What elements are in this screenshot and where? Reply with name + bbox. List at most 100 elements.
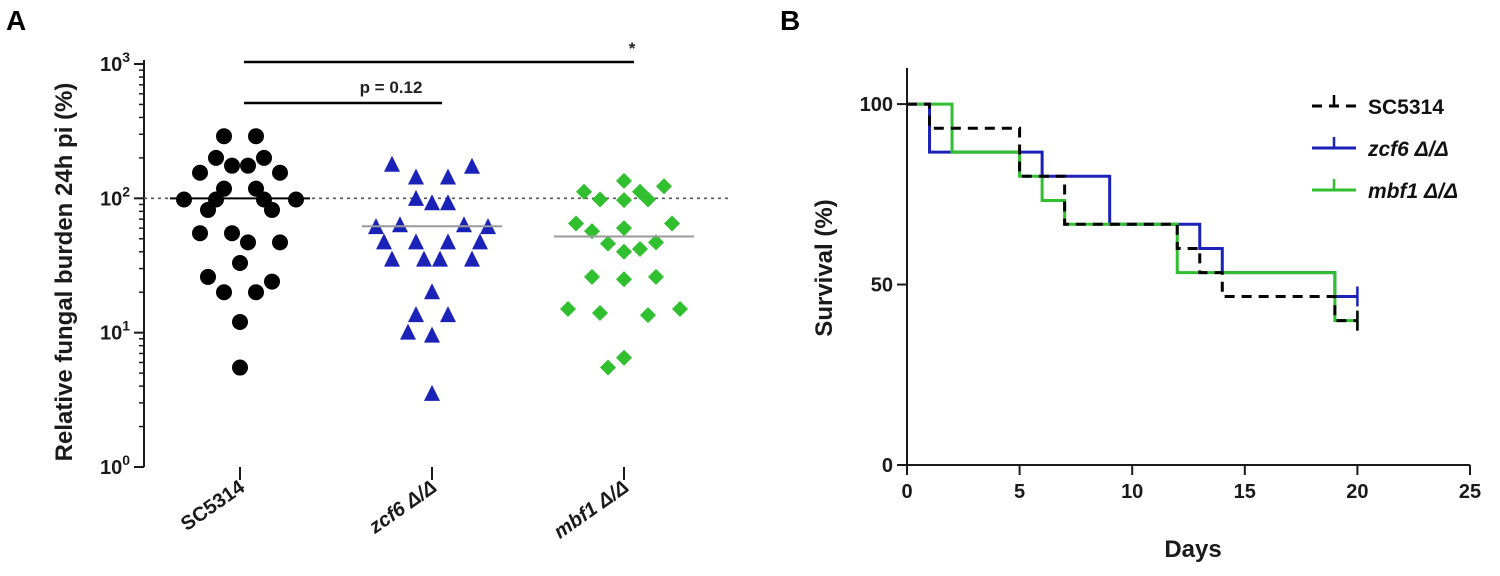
- y-axis-title: Survival (%): [811, 199, 838, 336]
- data-point-triangle: [440, 194, 456, 211]
- data-point-circle: [248, 128, 264, 145]
- data-point-diamond: [584, 268, 600, 285]
- data-point-diamond: [656, 178, 672, 195]
- data-point-circle: [272, 234, 288, 251]
- data-point-triangle: [424, 384, 440, 401]
- legend-label: zcf6 Δ/Δ: [1367, 138, 1449, 161]
- significance-label: *: [629, 39, 636, 58]
- data-point-circle: [232, 359, 248, 376]
- data-point-diamond: [616, 220, 632, 237]
- x-axis-title: Days: [1164, 536, 1221, 563]
- data-point-circle: [224, 225, 240, 242]
- y-tick-label: 101: [100, 318, 130, 345]
- x-category-label: mbf1 Δ/Δ: [550, 476, 633, 543]
- data-point-circle: [208, 149, 224, 166]
- data-point-circle: [248, 284, 264, 301]
- x-tick-label: 25: [1459, 481, 1481, 503]
- data-point-triangle: [408, 233, 424, 250]
- data-point-triangle: [384, 250, 400, 267]
- data-point-diamond: [616, 349, 632, 366]
- data-point-circle: [192, 225, 208, 242]
- data-point-triangle: [424, 194, 440, 211]
- y-axis-title: Relative fungal burden 24h pi (%): [51, 83, 78, 462]
- data-point-diamond: [576, 183, 592, 200]
- data-point-circle: [176, 191, 192, 208]
- data-point-diamond: [672, 301, 688, 318]
- data-point-circle: [288, 191, 304, 208]
- survival-curve: [907, 102, 1358, 323]
- data-point-triangle: [408, 306, 424, 323]
- data-point-circle: [200, 268, 216, 285]
- data-point-circle: [232, 255, 248, 272]
- significance-label: p = 0.12: [360, 78, 423, 97]
- survival-curve: [907, 102, 1358, 298]
- y-tick-label: 100: [100, 452, 130, 479]
- data-point-circle: [256, 149, 272, 166]
- data-point-diamond: [616, 172, 632, 189]
- data-point-diamond: [560, 301, 576, 318]
- data-point-triangle: [416, 250, 432, 267]
- y-tick-label: 103: [100, 49, 130, 76]
- legend-label: SC5314: [1368, 96, 1444, 119]
- data-point-diamond: [600, 235, 616, 252]
- y-tick-label: 0: [882, 455, 893, 477]
- y-tick-label: 100: [860, 94, 893, 116]
- x-category-label: SC5314: [177, 476, 250, 536]
- data-point-triangle: [424, 283, 440, 300]
- data-point-triangle: [440, 306, 456, 323]
- data-point-circle: [216, 128, 232, 145]
- x-tick-label: 20: [1346, 481, 1368, 503]
- data-point-diamond: [648, 234, 664, 251]
- x-tick-label: 10: [1121, 481, 1143, 503]
- data-point-triangle: [464, 157, 480, 174]
- data-point-circle: [240, 157, 256, 174]
- data-point-triangle: [456, 216, 472, 233]
- x-category-label: zcf6 Δ/Δ: [364, 476, 440, 539]
- data-point-triangle: [440, 168, 456, 185]
- data-point-diamond: [640, 307, 656, 324]
- data-point-circle: [216, 284, 232, 301]
- data-point-circle: [224, 157, 240, 174]
- panel-label-a: A: [6, 5, 26, 36]
- data-point-triangle: [392, 216, 408, 233]
- data-point-diamond: [584, 223, 600, 240]
- data-point-diamond: [648, 268, 664, 285]
- panel-a-scatter-chart: 100 101 102 103 Relative fungal burden 24h p…: [51, 39, 730, 543]
- data-point-triangle: [408, 168, 424, 185]
- data-point-triangle: [400, 323, 416, 340]
- data-point-diamond: [616, 271, 632, 288]
- x-tick-label: 0: [901, 481, 912, 503]
- data-point-diamond: [632, 240, 648, 257]
- data-point-triangle: [440, 233, 456, 250]
- panel-b-survival-chart: 0 50 100 0 5 10 15 20 25 Days Survival (%) SC5314 zc…: [811, 68, 1481, 563]
- data-point-triangle: [384, 155, 400, 172]
- survival-curve: [907, 102, 1358, 323]
- data-point-triangle: [432, 250, 448, 267]
- data-point-diamond: [664, 215, 680, 232]
- legend-label: mbf1 Δ/Δ: [1368, 180, 1458, 203]
- data-point-triangle: [424, 326, 440, 343]
- data-point-triangle: [464, 250, 480, 267]
- data-point-circle: [264, 201, 280, 218]
- data-point-circle: [264, 273, 280, 290]
- x-tick-label: 15: [1234, 481, 1256, 503]
- data-point-diamond: [616, 243, 632, 260]
- data-point-diamond: [568, 215, 584, 232]
- data-point-triangle: [472, 233, 488, 250]
- data-point-diamond: [600, 359, 616, 376]
- data-point-triangle: [376, 233, 392, 250]
- panel-label-b: B: [780, 5, 800, 36]
- data-point-diamond: [592, 191, 608, 208]
- x-tick-label: 5: [1014, 481, 1025, 503]
- data-point-diamond: [640, 191, 656, 208]
- data-point-circle: [200, 201, 216, 218]
- data-point-circle: [272, 164, 288, 181]
- data-point-circle: [192, 164, 208, 181]
- y-tick-label: 102: [100, 183, 130, 210]
- y-tick-label: 50: [871, 275, 893, 297]
- data-point-circle: [240, 234, 256, 251]
- data-point-triangle: [408, 189, 424, 206]
- data-point-diamond: [616, 192, 632, 209]
- data-point-circle: [232, 314, 248, 331]
